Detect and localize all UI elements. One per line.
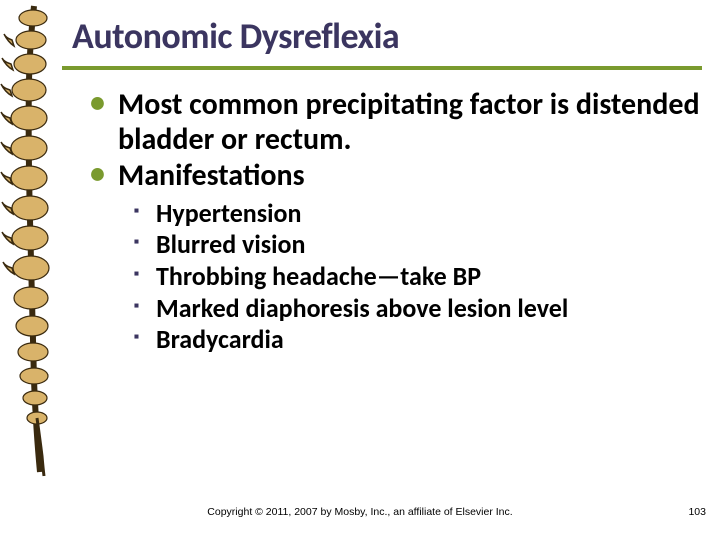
sub-bullet-item: Throbbing headache—take BP	[134, 261, 710, 293]
slide-title: Autonomic Dysreflexia	[72, 14, 710, 58]
copyright-text: Copyright © 2011, 2007 by Mosby, Inc., a…	[0, 506, 720, 518]
sub-bullet-item: Bradycardia	[134, 324, 710, 356]
bullet-item: Manifestations	[90, 159, 710, 194]
page-number: 103	[688, 506, 706, 518]
spine-illustration	[0, 0, 62, 480]
main-bullet-list: Most common precipitating factor is dist…	[90, 88, 710, 194]
bullet-text: Most common precipitating factor is dist…	[118, 86, 700, 158]
title-divider	[62, 66, 702, 70]
bullet-text: Manifestations	[118, 157, 305, 194]
sub-bullet-item: Marked diaphoresis above lesion level	[134, 293, 710, 325]
sub-bullet-item: Hypertension	[134, 198, 710, 230]
sub-bullet-list: Hypertension Blurred vision Throbbing he…	[134, 198, 710, 357]
slide-content: Autonomic Dysreflexia Most common precip…	[72, 14, 710, 356]
sub-bullet-item: Blurred vision	[134, 229, 710, 261]
bullet-item: Most common precipitating factor is dist…	[90, 88, 710, 157]
